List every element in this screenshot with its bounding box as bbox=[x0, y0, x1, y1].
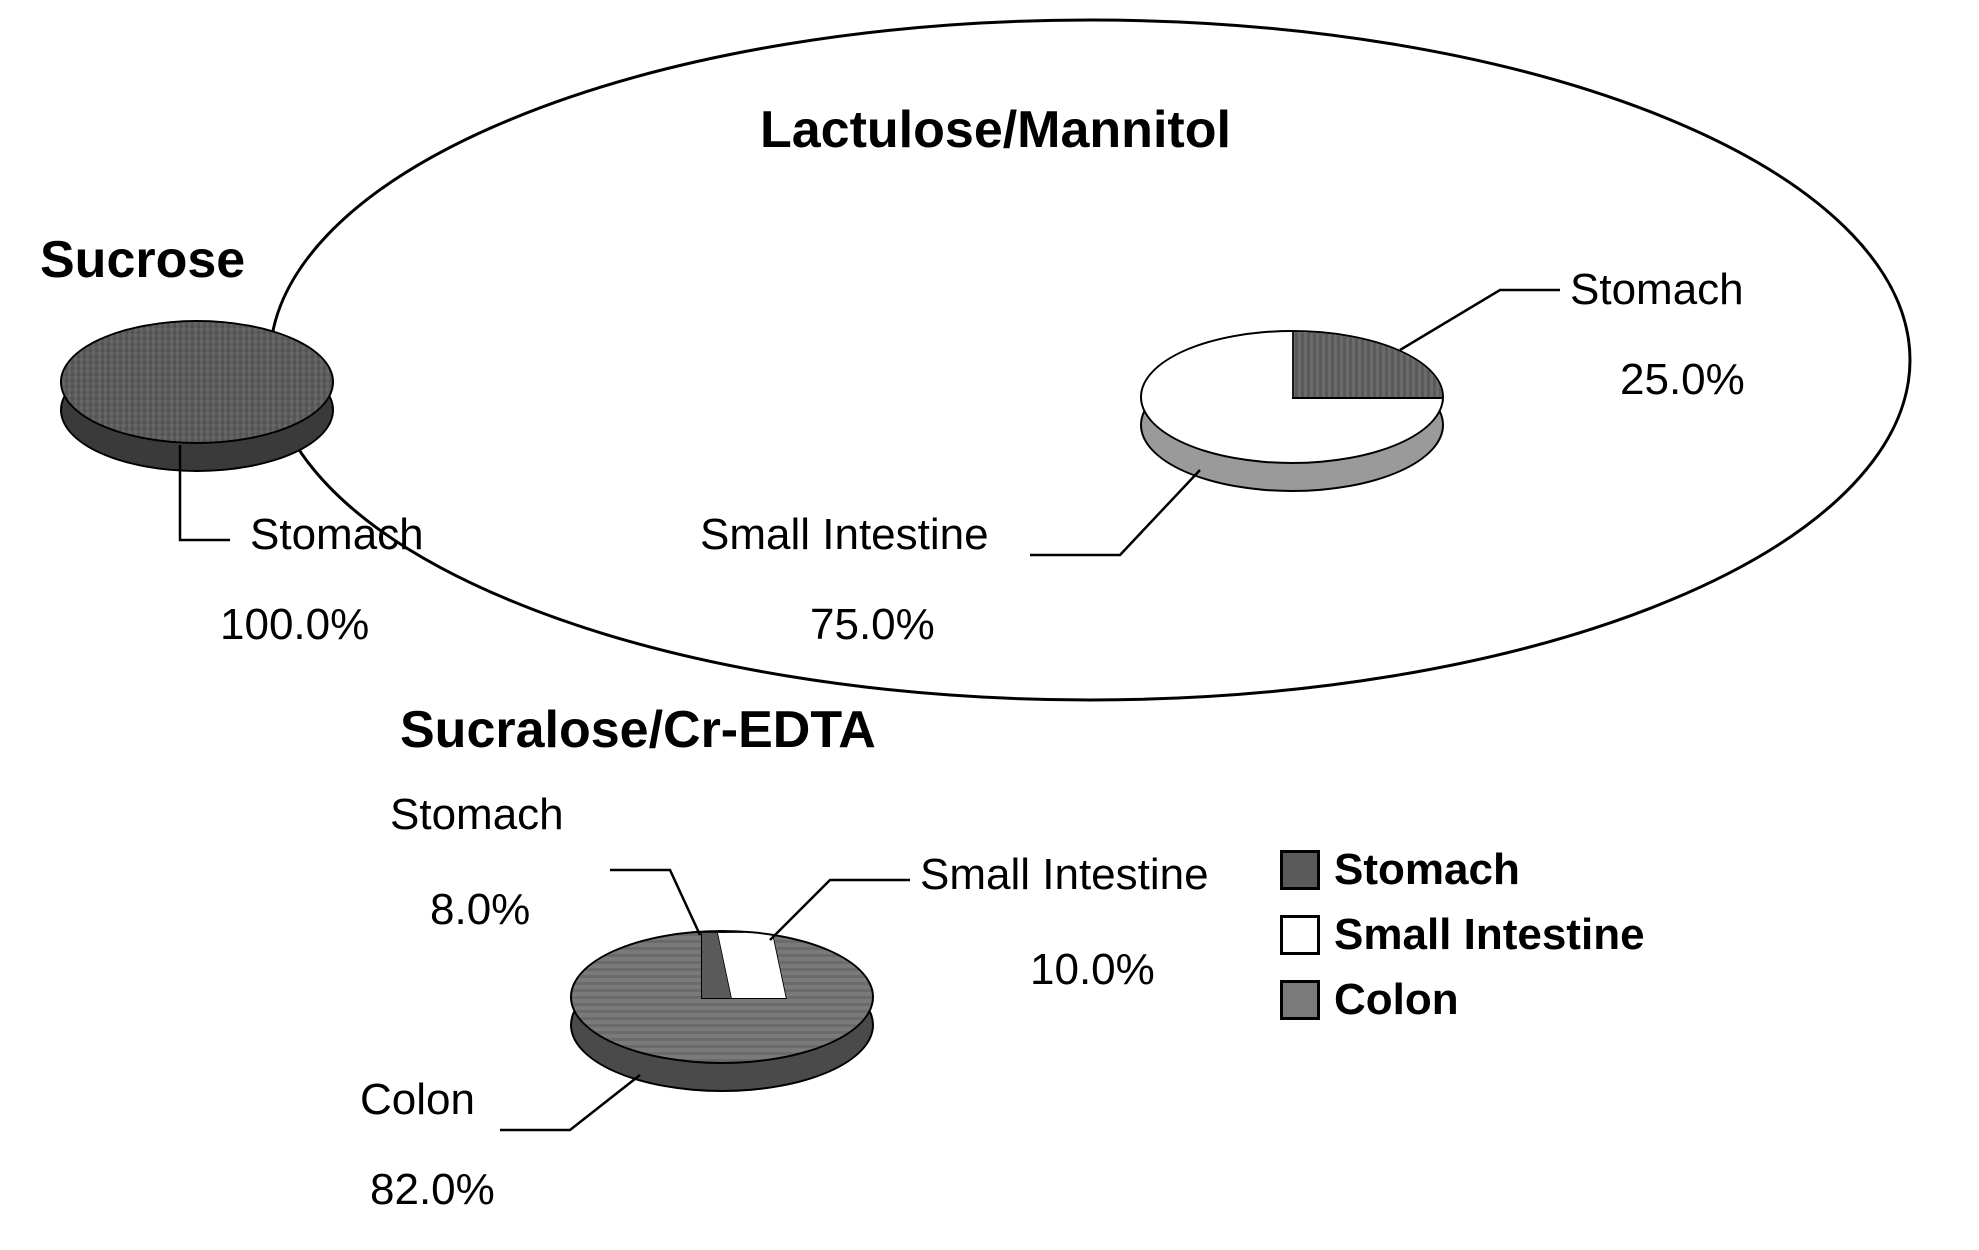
legend-swatch-small-intestine bbox=[1280, 915, 1320, 955]
sucrose-stomach-label: Stomach bbox=[250, 510, 424, 560]
lactulose-si-value: 75.0% bbox=[810, 600, 935, 650]
legend-label-small-intestine: Small Intestine bbox=[1334, 910, 1645, 960]
sucralose-si-label: Small Intestine bbox=[920, 850, 1209, 900]
lactulose-pie bbox=[1140, 330, 1440, 490]
sucralose-colon-value: 82.0% bbox=[370, 1165, 495, 1215]
sucralose-stomach-value: 8.0% bbox=[430, 885, 530, 935]
sucrose-pie bbox=[60, 320, 330, 470]
legend-label-colon: Colon bbox=[1334, 975, 1459, 1025]
legend-row-small-intestine: Small Intestine bbox=[1280, 910, 1645, 960]
lactulose-stomach-value: 25.0% bbox=[1620, 355, 1745, 405]
sucralose-si-value: 10.0% bbox=[1030, 945, 1155, 995]
legend-swatch-stomach bbox=[1280, 850, 1320, 890]
sucralose-colon-label: Colon bbox=[360, 1075, 475, 1125]
sucrose-stomach-value: 100.0% bbox=[220, 600, 369, 650]
legend-label-stomach: Stomach bbox=[1334, 845, 1520, 895]
sucralose-pie bbox=[570, 930, 870, 1090]
legend-row-colon: Colon bbox=[1280, 975, 1459, 1025]
sucralose-stomach-label: Stomach bbox=[390, 790, 564, 840]
legend-row-stomach: Stomach bbox=[1280, 845, 1520, 895]
lactulose-title: Lactulose/Mannitol bbox=[760, 100, 1231, 160]
sucrose-title: Sucrose bbox=[40, 230, 245, 290]
lactulose-si-label: Small Intestine bbox=[700, 510, 989, 560]
sucralose-title: Sucralose/Cr-EDTA bbox=[400, 700, 876, 760]
lactulose-stomach-label: Stomach bbox=[1570, 265, 1744, 315]
legend-swatch-colon bbox=[1280, 980, 1320, 1020]
